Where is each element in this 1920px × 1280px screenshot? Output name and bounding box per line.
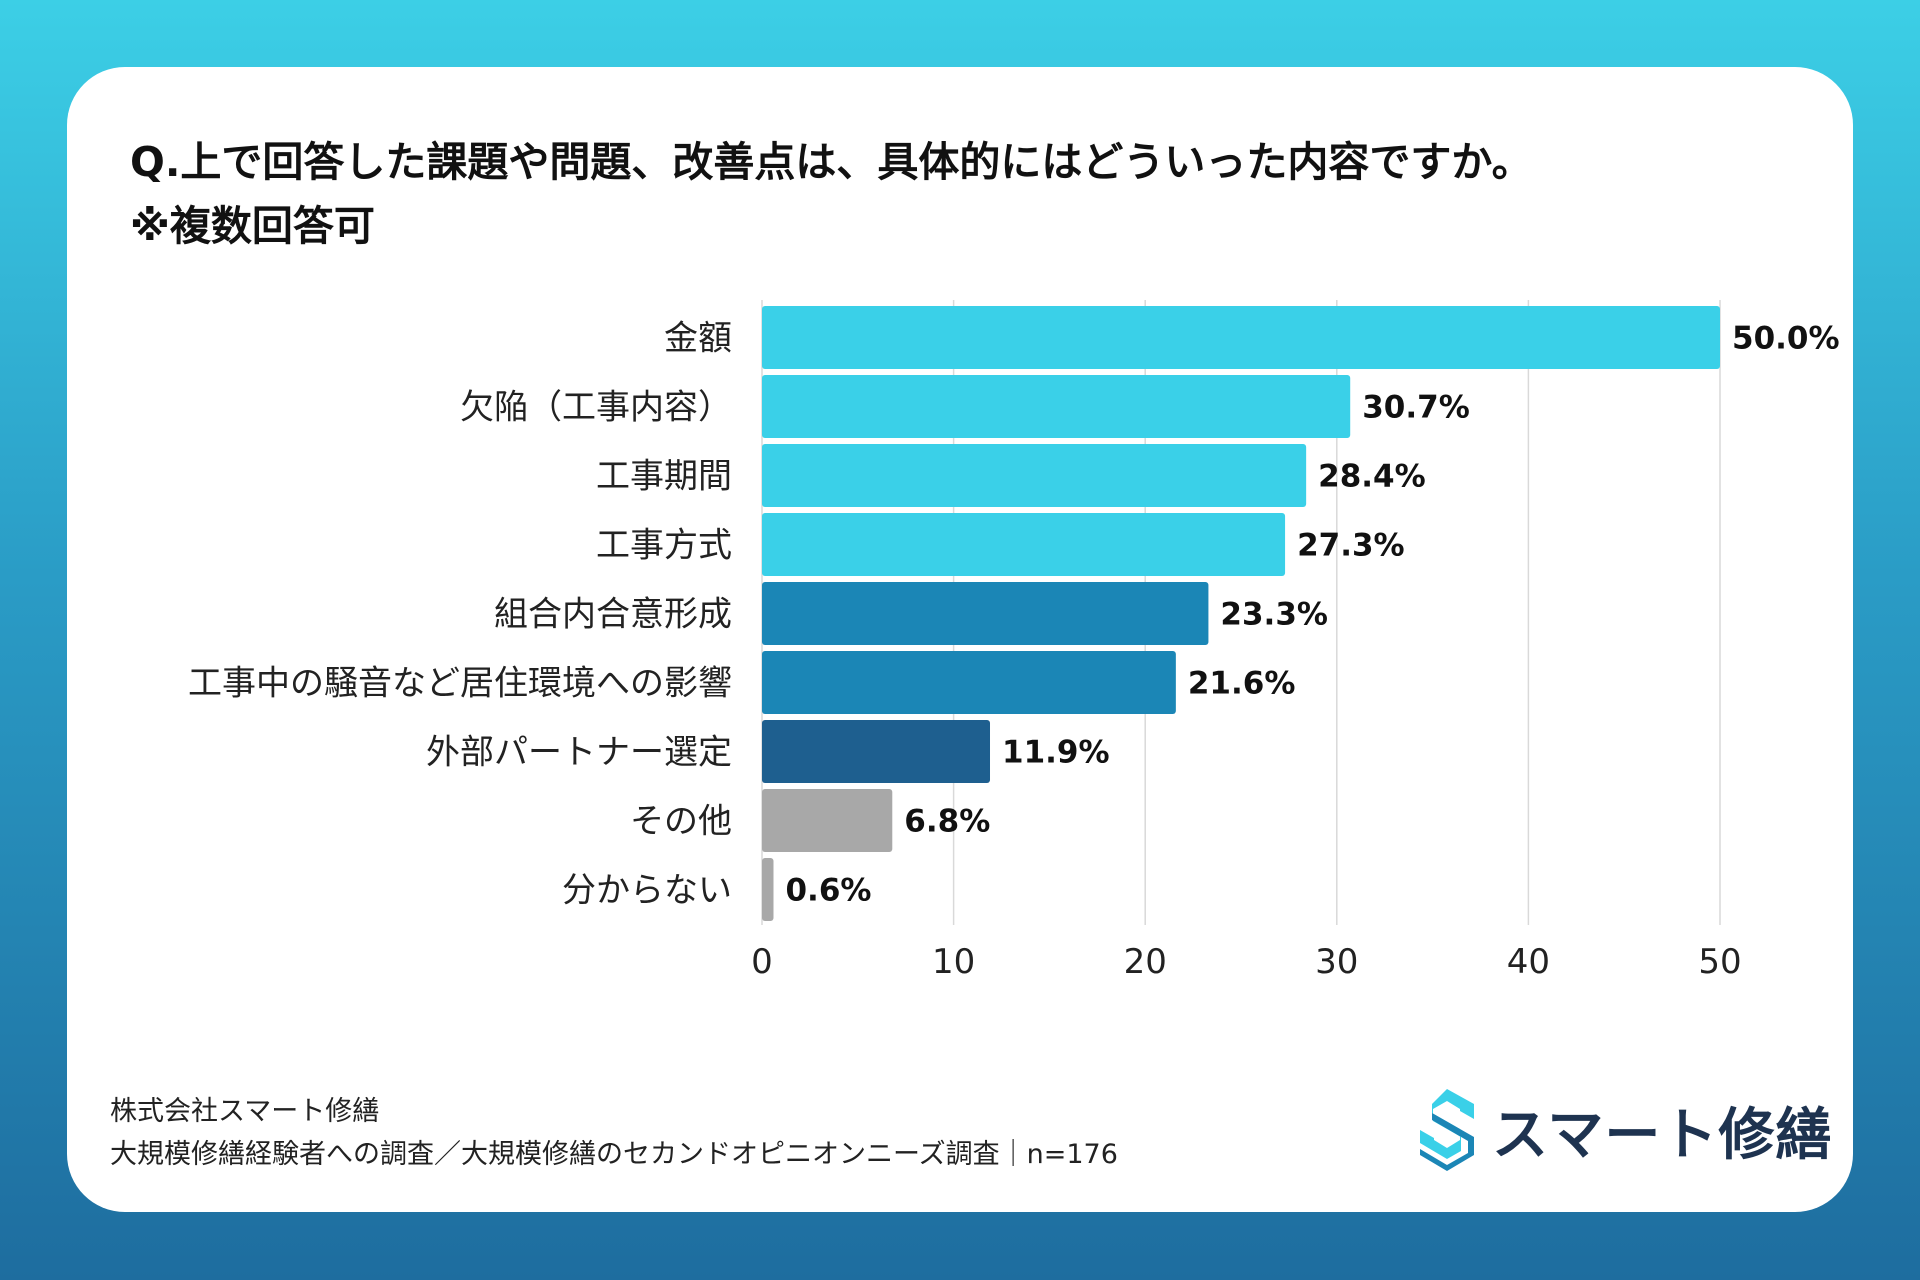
chart-title: Q.上で回答した課題や問題、改善点は、具体的にはどういった内容ですか。 ※複数回… — [130, 130, 1730, 258]
x-tick-label: 0 — [751, 942, 773, 982]
footer-company: 株式会社スマート修繕 — [110, 1096, 380, 1127]
bar — [762, 582, 1209, 645]
x-tick-label: 40 — [1507, 942, 1550, 982]
category-label: 工事中の騒音など居住環境への影響 — [188, 664, 732, 704]
footer: 株式会社スマート修繕 大規模修繕経験者への調査／大規模修繕のセカンドオピニオンニ… — [110, 1090, 1118, 1176]
bar — [762, 444, 1307, 507]
bar — [762, 858, 774, 921]
value-label: 21.6% — [1188, 666, 1296, 702]
category-label: 工事方式 — [596, 526, 732, 566]
value-label: 50.0% — [1732, 321, 1840, 357]
category-label: 金額 — [664, 319, 732, 359]
brand-logo: スマート修繕 — [1418, 1085, 1832, 1175]
x-tick-label: 10 — [932, 942, 975, 982]
x-tick-label: 20 — [1124, 942, 1167, 982]
value-label: 27.3% — [1297, 528, 1405, 564]
bar — [762, 306, 1720, 369]
title-line-2: ※複数回答可 — [130, 202, 375, 250]
category-label: 分からない — [562, 871, 732, 911]
x-tick-label: 50 — [1698, 942, 1741, 982]
category-label: 組合内合意形成 — [494, 595, 732, 635]
bar — [762, 720, 991, 783]
bar — [762, 651, 1176, 714]
category-label: 外部パートナー選定 — [426, 733, 732, 773]
x-tick-label: 30 — [1315, 942, 1358, 982]
footer-survey: 大規模修繕経験者への調査／大規模修繕のセカンドオピニオンニーズ調査｜n=176 — [110, 1139, 1118, 1170]
category-label: 欠陥（工事内容） — [460, 388, 732, 428]
value-label: 28.4% — [1318, 459, 1426, 495]
category-label: 工事期間 — [596, 457, 732, 497]
value-label: 11.9% — [1002, 735, 1110, 771]
value-label: 30.7% — [1362, 390, 1470, 426]
value-label: 23.3% — [1220, 597, 1328, 633]
title-line-1: Q.上で回答した課題や問題、改善点は、具体的にはどういった内容ですか。 — [130, 138, 1533, 186]
value-label: 6.8% — [904, 804, 990, 840]
logo-text: スマート修繕 — [1492, 1102, 1833, 1168]
logo-s-icon — [1420, 1089, 1474, 1171]
bar — [762, 513, 1286, 576]
category-label: その他 — [630, 802, 732, 842]
bar — [762, 375, 1351, 438]
value-label: 0.6% — [785, 873, 871, 909]
bar — [762, 789, 893, 852]
